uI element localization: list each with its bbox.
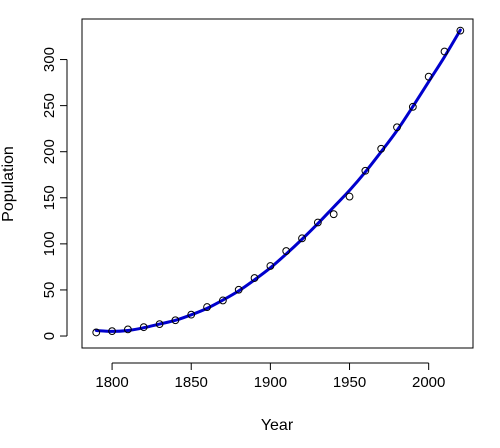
data-point — [187, 310, 196, 319]
x-tick-label: 1800 — [95, 374, 128, 391]
data-point — [203, 303, 211, 311]
x-tick-label: 1950 — [333, 374, 366, 391]
data-point — [361, 166, 370, 175]
data-point — [298, 234, 306, 243]
y-axis-label: Population — [0, 146, 17, 222]
data-point — [393, 123, 401, 132]
x-tick-label: 2000 — [412, 374, 445, 391]
data-point — [155, 320, 164, 329]
data-point — [282, 247, 291, 255]
data-point — [440, 47, 449, 56]
data-point — [377, 144, 386, 153]
y-tick-label: 150 — [41, 185, 58, 210]
data-point — [234, 285, 243, 294]
data-point — [108, 327, 116, 336]
data-point — [456, 26, 465, 35]
data-point — [250, 274, 259, 282]
y-tick-label: 50 — [41, 282, 58, 299]
y-tick-label: 100 — [41, 231, 58, 256]
y-tick-label: 250 — [41, 93, 58, 118]
y-tick-label: 0 — [41, 332, 58, 340]
x-axis: 1800 1850 1900 1950 2000 — [95, 362, 445, 391]
data-point — [92, 328, 101, 337]
x-tick-label: 1900 — [254, 374, 287, 391]
data-points-layer — [92, 26, 465, 337]
fitted-curve-layer — [94, 28, 462, 333]
data-point — [329, 210, 338, 219]
x-tick-label: 1850 — [175, 374, 208, 391]
data-point — [171, 316, 180, 325]
data-point — [313, 218, 322, 227]
data-point — [408, 102, 417, 111]
data-point — [218, 296, 227, 305]
y-axis: 0 50 100 150 200 250 300 — [41, 47, 68, 340]
y-tick-label: 300 — [41, 47, 58, 72]
data-point — [139, 323, 148, 332]
data-point — [345, 192, 354, 201]
fitted-curve — [94, 28, 462, 333]
x-axis-label: Year — [261, 417, 294, 434]
plot-frame — [81, 18, 474, 349]
data-point — [124, 325, 132, 334]
y-tick-label: 200 — [41, 139, 58, 164]
data-point — [266, 262, 275, 270]
data-point — [424, 72, 433, 81]
